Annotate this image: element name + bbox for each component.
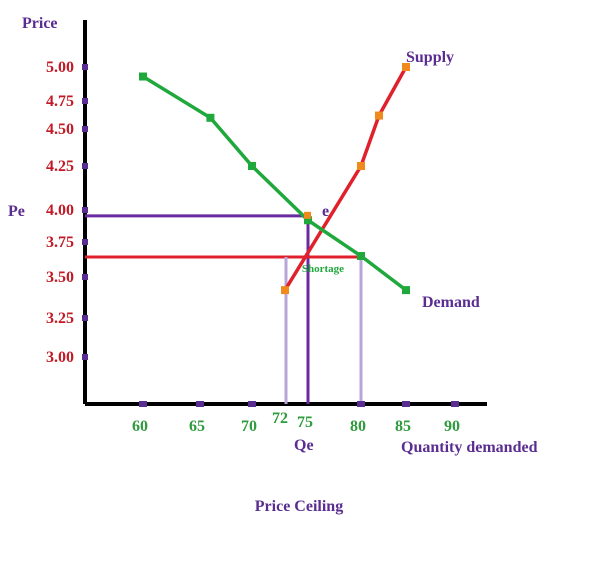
x-tick-marker	[248, 401, 256, 407]
supply-point	[402, 63, 410, 71]
y-tick-marker	[82, 354, 88, 360]
y-axis-label: Price	[22, 15, 58, 32]
demand-point	[304, 216, 312, 225]
y-tick-marker	[82, 64, 88, 70]
demand-point	[248, 162, 256, 170]
demand-point	[402, 286, 410, 295]
y-tick-label: 4.25	[46, 158, 74, 175]
equilibrium-point	[304, 211, 311, 219]
x-tick-marker	[451, 401, 459, 407]
y-tick-label: 4.75	[46, 93, 74, 110]
demand-point	[357, 252, 365, 260]
x-tick-label: 65	[189, 418, 205, 435]
demand-point	[139, 72, 147, 81]
x-tick-marker	[402, 401, 410, 407]
x-tick-marker	[139, 401, 147, 407]
supply-point	[375, 111, 383, 120]
equilibrium-point-label: e	[322, 203, 329, 220]
demand-label: Demand	[422, 294, 480, 311]
x-tick-label: 75	[297, 414, 313, 431]
x-tick-label: 70	[241, 418, 257, 435]
x-tick-marker	[196, 401, 204, 407]
y-tick-label: 3.75	[46, 234, 74, 251]
supply-label: Supply	[406, 49, 454, 66]
shortage-label: Shortage	[302, 263, 344, 275]
y-tick-label: 3.50	[46, 269, 74, 286]
x-tick-label: 60	[132, 418, 148, 435]
y-tick-marker	[82, 126, 88, 132]
y-tick-marker	[82, 239, 88, 245]
y-tick-label: 4.00	[46, 202, 74, 219]
y-tick-marker	[82, 98, 88, 104]
equilibrium-price-label: Pe	[8, 203, 25, 220]
y-tick-label: 5.00	[46, 59, 74, 76]
x-tick-label: 80	[350, 418, 366, 435]
equilibrium-quantity-label: Qe	[294, 437, 314, 454]
x-axis-label: Quantity demanded	[401, 439, 538, 456]
x-tick-label: 90	[444, 418, 460, 435]
supply-curve	[283, 66, 408, 292]
y-tick-marker	[82, 163, 88, 169]
y-tick-label: 4.50	[46, 121, 74, 138]
y-tick-marker	[82, 315, 88, 321]
y-tick-marker	[82, 274, 88, 280]
supply-point	[281, 286, 289, 295]
demand-point	[206, 113, 215, 122]
y-tick-label: 3.00	[46, 349, 74, 366]
y-tick-marker	[82, 207, 88, 213]
x-tick-marker	[357, 401, 365, 407]
demand-curve	[142, 75, 408, 292]
x-tick-label: 85	[395, 418, 411, 435]
y-tick-label: 3.25	[46, 310, 74, 327]
chart-title: Price Ceiling	[255, 498, 343, 515]
supply-point	[357, 162, 365, 170]
x-tick-label: 72	[272, 410, 288, 427]
